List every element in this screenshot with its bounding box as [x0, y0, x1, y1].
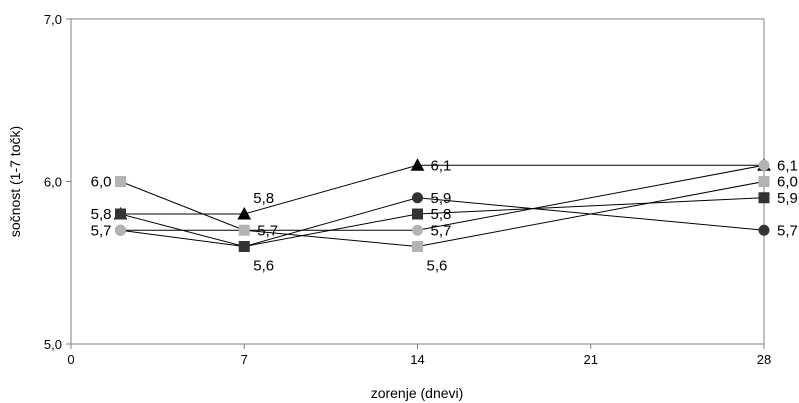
- square-marker: [412, 208, 423, 220]
- x-axis-label: zorenje (dnevi): [371, 385, 464, 401]
- series-line: [120, 164, 764, 215]
- x-tick-label: 7: [241, 352, 248, 367]
- data-label: 6,0: [777, 174, 798, 191]
- square-marker: [412, 241, 423, 252]
- square-marker: [238, 241, 250, 252]
- plot-area: [70, 18, 765, 345]
- series-layer: [113, 158, 771, 252]
- series-5: [115, 159, 770, 236]
- circle-marker: [412, 192, 423, 204]
- data-label: 5,9: [431, 190, 452, 207]
- data-label: 5,9: [777, 190, 798, 207]
- data-label: 6,0: [91, 174, 112, 191]
- square-marker: [115, 176, 126, 187]
- circle-marker: [758, 224, 770, 236]
- circle-marker: [412, 224, 423, 236]
- y-tick-label: 6,0: [44, 175, 62, 190]
- square-marker: [115, 208, 126, 220]
- data-label: 5,7: [257, 222, 278, 239]
- x-tick-label: 21: [584, 352, 598, 367]
- circle-marker: [115, 224, 126, 236]
- data-label: 5,6: [253, 258, 274, 275]
- data-label: 5,6: [427, 258, 448, 275]
- x-tick-label: 14: [410, 352, 424, 367]
- series-line: [120, 164, 765, 231]
- data-label: 6,1: [431, 157, 452, 174]
- data-label: 5,7: [777, 222, 798, 239]
- axes: 0 7 14 21 28 5,0 6,0 7,0: [44, 12, 771, 367]
- circle-marker: [238, 224, 250, 236]
- data-label: 5,7: [431, 222, 452, 239]
- circle-marker: [758, 159, 770, 171]
- triangle-marker: [237, 206, 252, 220]
- x-tick-label: 0: [67, 352, 74, 367]
- x-tick-label: 28: [757, 352, 771, 367]
- data-label: 5,8: [253, 190, 274, 207]
- data-labels: 6,05,85,75,85,75,66,15,95,85,75,66,16,05…: [91, 157, 798, 274]
- series-line: [120, 181, 765, 248]
- triangle-marker: [410, 158, 425, 171]
- y-tick-label: 7,0: [44, 12, 62, 27]
- y-tick-label: 5,0: [44, 337, 62, 352]
- square-marker: [758, 176, 770, 187]
- data-label: 6,1: [777, 157, 798, 174]
- y-axis-label: sočnost (1-7 točk): [7, 126, 23, 237]
- data-label: 5,8: [91, 206, 112, 223]
- data-label: 5,8: [431, 206, 452, 223]
- data-label: 5,7: [91, 222, 112, 239]
- square-marker: [758, 192, 770, 204]
